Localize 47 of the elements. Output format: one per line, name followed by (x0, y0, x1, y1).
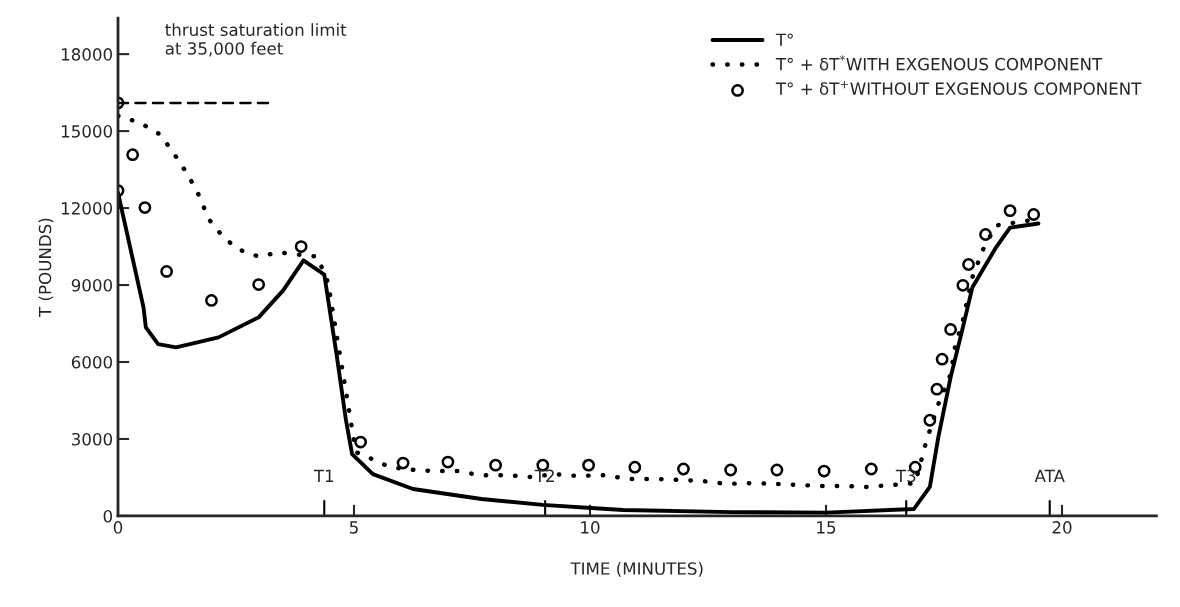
point (252, 278, 266, 291)
x-tick-label: 5 (349, 521, 358, 534)
x-axis-title: TIME (MINUTES) (570, 561, 703, 577)
point (956, 278, 970, 292)
point (489, 458, 502, 472)
ref-line-label: T3 (895, 469, 916, 483)
x-tick-label: 0 (113, 521, 123, 534)
point (396, 456, 410, 470)
point (770, 463, 784, 477)
ref-line-label: T1 (313, 469, 334, 482)
y-tick-label: 12000 (61, 202, 113, 215)
x-tick-label: 15 (817, 521, 836, 534)
point (628, 460, 642, 474)
point (294, 240, 308, 253)
y-tick-label: 9000 (71, 279, 113, 292)
point (930, 382, 944, 396)
y-axis-title: T (POUNDS) (38, 218, 54, 317)
point (1003, 204, 1017, 218)
point (724, 463, 738, 477)
legend-label: T° (775, 33, 793, 46)
ref-line-label: T2 (534, 469, 554, 482)
point (935, 352, 949, 366)
y-tick-label: 0 (103, 509, 113, 523)
legend-label: T° + δT$^{+}$WITHOUT EXGENOUS COMPONENT (775, 80, 1142, 95)
point (864, 462, 878, 476)
point (441, 455, 455, 469)
point (160, 265, 174, 278)
point (138, 201, 152, 214)
y-tick-label: 15000 (61, 125, 113, 138)
point (962, 258, 975, 271)
point (205, 294, 218, 307)
point (582, 458, 595, 472)
y-tick-label: 3000 (71, 432, 113, 446)
ref-line-label: ATA (1034, 469, 1065, 482)
point (677, 462, 690, 476)
point (1027, 208, 1041, 221)
annotation: thrust saturation limit at 35,000 feet (165, 23, 347, 57)
point (354, 435, 368, 449)
point (126, 148, 140, 162)
x-tick-label: 10 (581, 521, 600, 534)
y-tick-label: 6000 (71, 355, 113, 369)
point (817, 464, 831, 478)
y-tick-label: 18000 (61, 48, 113, 61)
x-tick-label: 20 (1052, 521, 1072, 534)
legend-label: T° + δT$^{*}$WITH EXGENOUS COMPONENT (775, 55, 1103, 71)
point (944, 323, 958, 336)
point (923, 413, 937, 427)
